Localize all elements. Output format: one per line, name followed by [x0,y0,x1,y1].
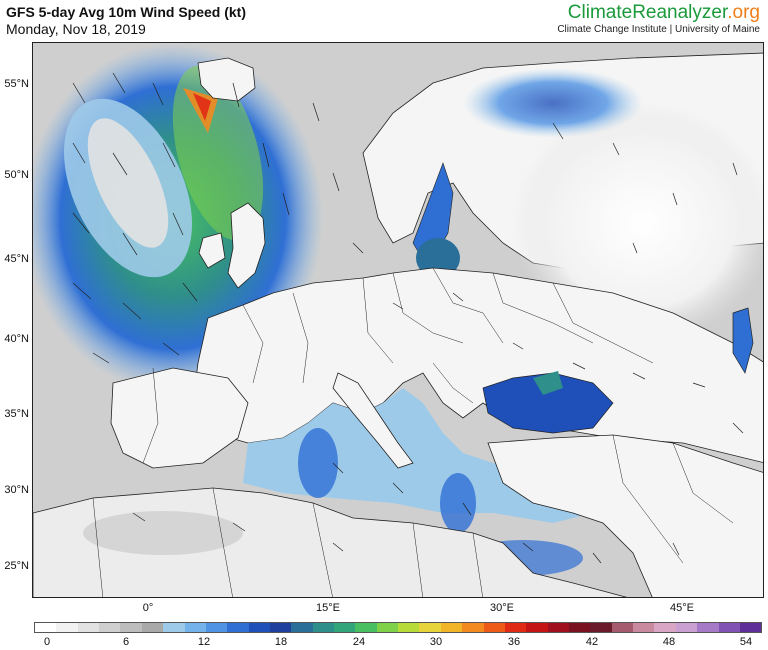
colorbar-swatch [376,623,399,632]
lat-label-30n: 30°N [4,484,29,496]
colorbar-swatch [504,623,527,632]
colorbar-label-48: 48 [662,636,676,648]
colorbar-swatch [526,623,548,632]
colorbar-label-24: 24 [352,636,366,648]
colorbar-label-12: 12 [197,636,211,648]
italy-landmass [332,372,414,469]
colorbar-label-42: 42 [585,636,599,648]
colorbar-swatch [35,623,57,632]
colorbar-swatch [718,623,740,632]
colorbar-swatch [291,623,313,632]
colorbar-swatch [547,623,569,632]
iberia-landmass [110,367,249,469]
colorbar-swatch [99,623,121,632]
colorbar-swatch [419,623,441,632]
lon-label-45e: 45°E [670,602,694,614]
colorbar-swatch [398,623,420,632]
colorbar-swatch [334,623,356,632]
colorbar-swatch [184,623,206,632]
wind-speed-map [32,42,764,598]
colorbar-label-6: 6 [122,636,130,648]
colorbar-swatch [739,623,762,632]
colorbar-swatch [77,623,100,632]
colorbar-swatch [312,623,335,632]
country-borders [92,267,734,597]
lat-label-45n: 45°N [4,253,29,265]
black-sea [482,372,614,434]
wind-speed-colorbar [34,622,762,633]
map-title: GFS 5-day Avg 10m Wind Speed (kt) [6,4,246,20]
colorbar-swatch [483,623,505,632]
colorbar-swatch [248,623,270,632]
colorbar-swatch [227,623,249,632]
colorbar-swatch [568,623,591,632]
brand-logo-part1: Climate [567,2,633,23]
brand-logo-part3: .org [727,2,760,23]
ireland-landmass [198,232,226,269]
colorbar-label-18: 18 [274,636,288,648]
wind-vectors [72,72,744,564]
iceland-landmass [197,57,256,102]
colorbar-swatch [462,623,484,632]
colorbar-label-54: 54 [739,636,753,648]
colorbar-label-30: 30 [429,636,443,648]
colorbar-swatch [590,623,612,632]
russia-calm-zone [513,103,763,343]
map-date: Monday, Nov 18, 2019 [6,21,146,37]
barents-wind [463,68,643,138]
turkey-middle-east-landmass [487,434,763,597]
colorbar-swatch [697,623,719,632]
colorbar-swatch [355,623,377,632]
colorbar-swatch [205,623,228,632]
colorbar-label-0: 0 [43,636,51,648]
brand-logo[interactable]: ClimateReanalyzer.org [568,2,760,24]
lat-label-55n: 55°N [4,78,29,90]
colorbar-swatch [611,623,634,632]
lat-label-50n: 50°N [4,169,29,181]
map-canvas [33,43,763,597]
colorbar-swatch [120,623,142,632]
colorbar-swatch [654,623,676,632]
colorbar-swatch [141,623,164,632]
lat-label-25n: 25°N [4,560,29,572]
lat-label-40n: 40°N [4,333,29,345]
lon-label-0: 0° [142,602,154,614]
lat-label-35n: 35°N [4,408,29,420]
great-britain-landmass [227,202,266,289]
brand-logo-part2: Reanalyzer [632,2,728,23]
colorbar-swatch [633,623,655,632]
colorbar-swatch [163,623,185,632]
colorbar-swatch [675,623,698,632]
lon-label-30e: 30°E [490,602,514,614]
lon-label-15e: 15°E [316,602,340,614]
colorbar-swatch [56,623,78,632]
affiliation-text: Climate Change Institute | University of… [557,24,760,35]
caspian-sea [732,307,754,374]
colorbar-label-36: 36 [507,636,521,648]
colorbar-swatch [269,623,292,632]
colorbar-swatch [440,623,463,632]
